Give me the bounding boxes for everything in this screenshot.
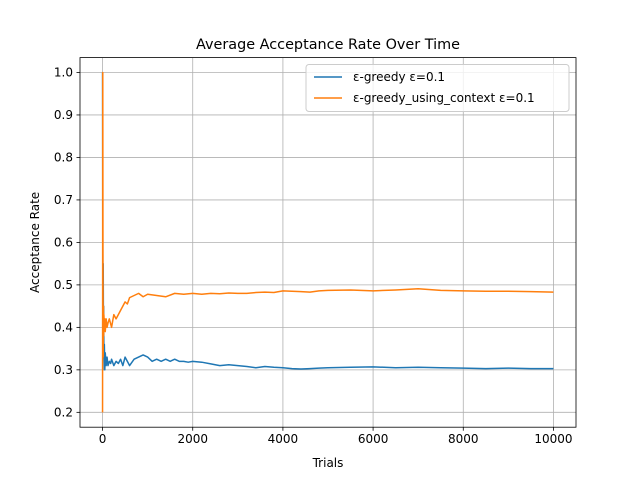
y-tick-label: 0.5 bbox=[54, 278, 73, 292]
y-tick-label: 0.7 bbox=[54, 193, 73, 207]
series-line-0 bbox=[101, 72, 554, 371]
series-layer bbox=[101, 71, 554, 413]
axis-ticks: 0 2000 4000 6000 8000 10000 0.2 0.3 0.4 0.5 0.6 0.7… bbox=[54, 66, 573, 447]
y-tick-label: 0.6 bbox=[54, 236, 73, 250]
x-tick-label: 8000 bbox=[448, 432, 479, 446]
y-tick-label: 1.0 bbox=[54, 66, 73, 80]
y-tick-label: 0.3 bbox=[54, 363, 73, 377]
x-axis-label: Trials bbox=[312, 456, 344, 470]
legend-box bbox=[305, 64, 570, 112]
legend: ε-greedy ε=0.1 ε-greedy_using_context ε=… bbox=[305, 64, 570, 112]
series-line-1 bbox=[101, 71, 554, 413]
legend-label-egreedy-context: ε-greedy_using_context ε=0.1 bbox=[353, 91, 535, 105]
x-tick-label: 2000 bbox=[177, 432, 208, 446]
legend-label-egreedy: ε-greedy ε=0.1 bbox=[353, 70, 445, 84]
y-tick-label: 0.4 bbox=[54, 321, 73, 335]
chart-title: Average Acceptance Rate Over Time bbox=[196, 37, 460, 53]
y-tick-label: 0.8 bbox=[54, 151, 73, 165]
x-tick-label: 6000 bbox=[358, 432, 389, 446]
y-tick-label: 0.9 bbox=[54, 108, 73, 122]
x-tick-label: 0 bbox=[99, 432, 107, 446]
x-tick-label: 4000 bbox=[268, 432, 299, 446]
y-axis-label: Acceptance Rate bbox=[28, 192, 42, 293]
x-tick-label: 10000 bbox=[534, 432, 572, 446]
y-tick-label: 0.2 bbox=[54, 406, 73, 420]
